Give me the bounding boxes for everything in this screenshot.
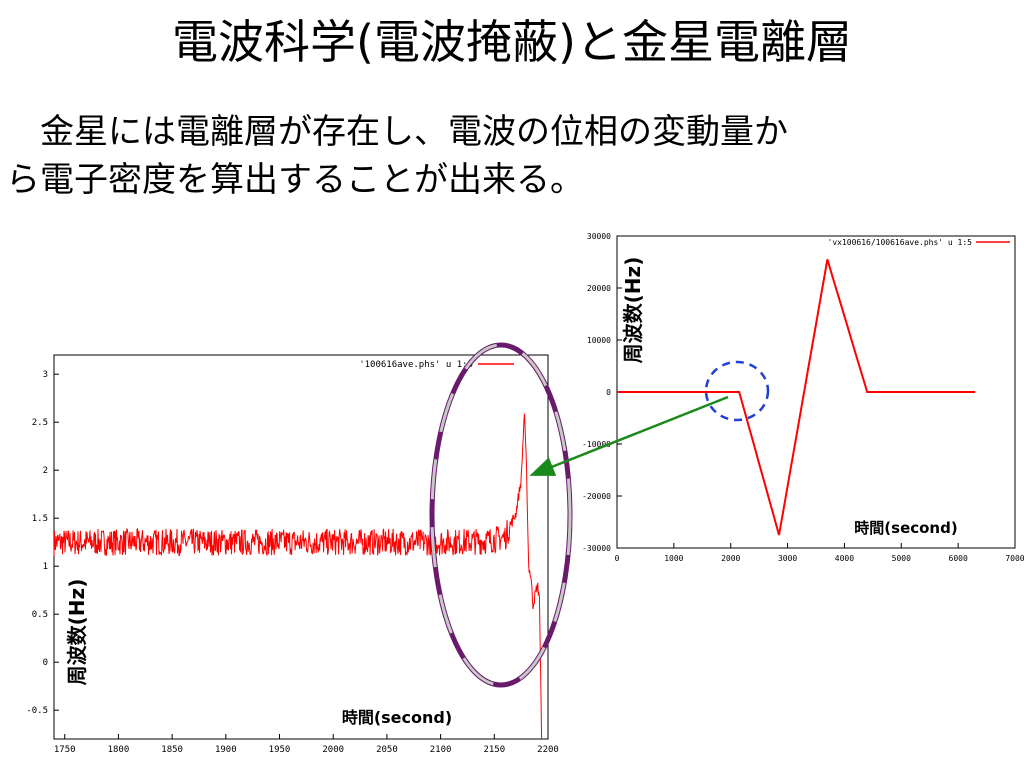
- chart-left-xtick-label: 2000: [322, 745, 344, 755]
- chart-right-xtick-label: 7000: [1005, 554, 1024, 563]
- chart-right-legend: 'vx100616/100616ave.phs' u 1:5: [828, 238, 973, 247]
- chart-right-series-line: [617, 259, 976, 536]
- chart-left-xtick-label: 1750: [54, 745, 76, 755]
- chart-right-ytick-label: -10000: [582, 440, 611, 449]
- chart-right-xtick-label: 2000: [721, 554, 740, 563]
- chart-left-ytick-label: 1.5: [32, 514, 48, 524]
- chart-right-frame: [616, 235, 1016, 549]
- chart-right-xtick-label: 6000: [949, 554, 968, 563]
- chart-left-xtick-label: 2050: [376, 745, 398, 755]
- chart-right-xtick-label: 0: [615, 554, 620, 563]
- chart-right-xlabel: 時間(second): [854, 519, 957, 537]
- highlight-ellipse-purple: [429, 342, 573, 688]
- chart-left-legend: '100616ave.phs' u 1:5: [359, 360, 473, 370]
- body-text: 金星には電離層が存在し、電波の位相の変動量か ら電子密度を算出することが出来る。: [0, 108, 1024, 204]
- pointer-arrow: [529, 395, 729, 476]
- chart-right-xtick-label: 1000: [664, 554, 683, 563]
- chart-left-xtick-label: 1950: [269, 745, 291, 755]
- chart-left-ytick-label: 0.5: [32, 610, 48, 620]
- chart-left-xtick-label: 1900: [215, 745, 237, 755]
- chart-left-xtick-label: 1800: [108, 745, 130, 755]
- chart-right-ytick-label: -30000: [582, 544, 611, 553]
- body-text-line-2: ら電子密度を算出することが出来る。: [6, 160, 584, 200]
- body-text-line-1: 金星には電離層が存在し、電波の位相の変動量か: [40, 112, 788, 152]
- chart-left-ytick-label: 3: [43, 370, 48, 380]
- chart-left-xtick-label: 2100: [430, 745, 452, 755]
- slide-title: 電波科学(電波掩蔽)と金星電離層: [172, 15, 852, 69]
- chart-right-ytick-label: 10000: [587, 336, 611, 345]
- chart-right-xtick-label: 5000: [892, 554, 911, 563]
- chart-right-xtick-label: 3000: [778, 554, 797, 563]
- highlight-circle-blue: [704, 360, 770, 422]
- chart-left-series: [53, 413, 543, 740]
- chart-left-xtick-label: 1850: [161, 745, 183, 755]
- chart-right-ytick-label: 30000: [587, 232, 611, 241]
- chart-left-xtick-label: 2200: [537, 745, 559, 755]
- chart-left-ylabel: 周波数(Hz): [65, 579, 89, 686]
- chart-left-ticks: 1750 1800 1850 1900 1950 2000 2050 2100 2150 2200…: [26, 370, 559, 755]
- chart-left-xlabel: 時間(second): [342, 708, 452, 727]
- chart-left-xtick-label: 2150: [483, 745, 505, 755]
- chart-right-ticks: 0 1000 2000 3000 4000 5000 6000 7000 30000 20000 1…: [582, 232, 1024, 563]
- chart-right-ytick-label: 20000: [587, 284, 611, 293]
- chart-left-ytick-label: 1: [43, 562, 48, 572]
- chart-left-ytick-label: 2.5: [32, 418, 48, 428]
- chart-left-ytick-label: 0: [43, 658, 48, 668]
- chart-left-series-line: [53, 413, 543, 740]
- chart-right-ytick-label: 0: [606, 388, 611, 397]
- chart-left-ytick-label: 2: [43, 466, 48, 476]
- chart-right-xtick-label: 4000: [835, 554, 854, 563]
- chart-right-series: [617, 259, 976, 536]
- highlight-ellipse-purple-dash: [430, 343, 572, 687]
- chart-left-frame: [53, 354, 549, 740]
- chart-left-ytick-label: -0.5: [26, 706, 48, 716]
- chart-right-ytick-label: -20000: [582, 492, 611, 501]
- chart-right-ylabel: 周波数(Hz): [621, 257, 645, 364]
